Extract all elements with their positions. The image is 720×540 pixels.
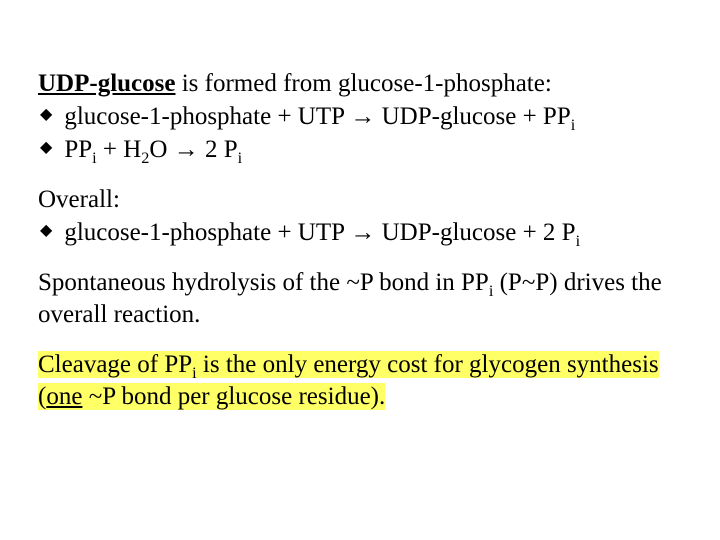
hyd-a: Spontaneous hydrolysis of the ~P bond in…: [38, 269, 489, 296]
intro-line: UDP-glucose is formed from glucose-1-pho…: [38, 68, 682, 100]
b2-mid2: O: [149, 136, 173, 163]
overall-post: UDP-glucose + 2 P: [375, 219, 575, 246]
arrow-icon: →: [174, 135, 199, 163]
bullet-1-text: glucose-1-phosphate + UTP → UDP-glucose …: [64, 100, 682, 133]
clv-c: one: [46, 383, 82, 410]
b2-post: 2 P: [199, 136, 238, 163]
b2-mid1: + H: [97, 136, 142, 163]
bullet-2-text: PPi + H2O → 2 Pi: [64, 133, 682, 166]
overall-label: Overall:: [38, 184, 682, 216]
bullet-1: ◆ glucose-1-phosphate + UTP → UDP-glucos…: [40, 100, 682, 133]
bullet1-post-sub: i: [571, 116, 576, 134]
b2-postsub: i: [238, 149, 243, 167]
intro-rest: is formed from glucose-1-phosphate:: [175, 70, 551, 97]
diamond-icon: ◆: [40, 107, 52, 123]
overall-text: glucose-1-phosphate + UTP → UDP-glucose …: [64, 216, 682, 249]
clv-d: ~P bond per glucose residue).: [82, 383, 385, 410]
highlight-span: Cleavage of PPi is the only energy cost …: [38, 351, 659, 410]
bullet1-pre: glucose-1-phosphate + UTP: [64, 103, 350, 130]
b2-a: PP: [64, 136, 92, 163]
bullet-2: ◆ PPi + H2O → 2 Pi: [40, 133, 682, 166]
overall-block: Overall: ◆ glucose-1-phosphate + UTP → U…: [38, 184, 682, 249]
arrow-icon: →: [350, 218, 375, 246]
diamond-icon: ◆: [40, 223, 52, 239]
bullet-overall: ◆ glucose-1-phosphate + UTP → UDP-glucos…: [40, 216, 682, 249]
clv-a: Cleavage of PP: [38, 351, 192, 378]
intro-lead: UDP-glucose: [38, 70, 175, 97]
diamond-icon: ◆: [40, 140, 52, 156]
overall-postsub: i: [576, 232, 581, 250]
arrow-icon: →: [350, 102, 375, 130]
overall-pre: glucose-1-phosphate + UTP: [64, 219, 350, 246]
intro-block: UDP-glucose is formed from glucose-1-pho…: [38, 68, 682, 166]
slide-content: UDP-glucose is formed from glucose-1-pho…: [0, 0, 720, 413]
cleavage-para: Cleavage of PPi is the only energy cost …: [38, 349, 682, 413]
bullet1-post-pre: UDP-glucose + PP: [375, 103, 570, 130]
hydrolysis-para: Spontaneous hydrolysis of the ~P bond in…: [38, 267, 682, 331]
